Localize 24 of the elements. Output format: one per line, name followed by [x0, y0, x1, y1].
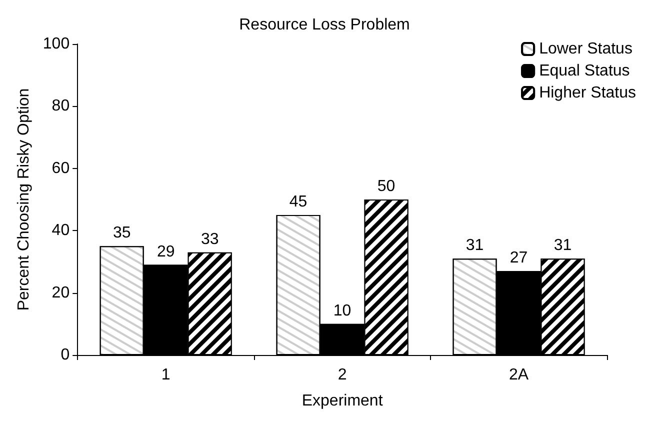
legend-label: Higher Status: [539, 84, 636, 102]
legend-label: Equal Status: [539, 62, 630, 80]
y-tick-label: 80: [52, 98, 70, 115]
data-label: 29: [156, 243, 175, 260]
x-tick-label: 1: [161, 366, 170, 384]
data-label: 10: [333, 302, 352, 320]
x-axis-title: Experiment: [302, 392, 384, 410]
x-tick-label: 2: [338, 366, 347, 384]
data-label: 50: [377, 178, 396, 195]
data-label: 27: [510, 250, 528, 267]
data-label: 35: [112, 224, 131, 242]
x-tick-label: 2A: [508, 366, 529, 384]
data-label: 33: [200, 230, 219, 248]
chart-title: Resource Loss Problem: [239, 16, 410, 34]
data-label: 31: [466, 237, 484, 254]
y-tick-label: 100: [42, 36, 70, 52]
y-axis-title: Percent Choosing Risky Option: [16, 88, 32, 311]
y-tick-label: 60: [52, 160, 70, 177]
data-label: 45: [289, 194, 308, 211]
y-tick-label: 0: [60, 346, 70, 364]
legend-label: Lower Status: [539, 40, 632, 58]
data-label: 31: [554, 237, 572, 254]
y-tick-label: 40: [52, 222, 70, 240]
y-tick-label: 20: [52, 284, 70, 302]
